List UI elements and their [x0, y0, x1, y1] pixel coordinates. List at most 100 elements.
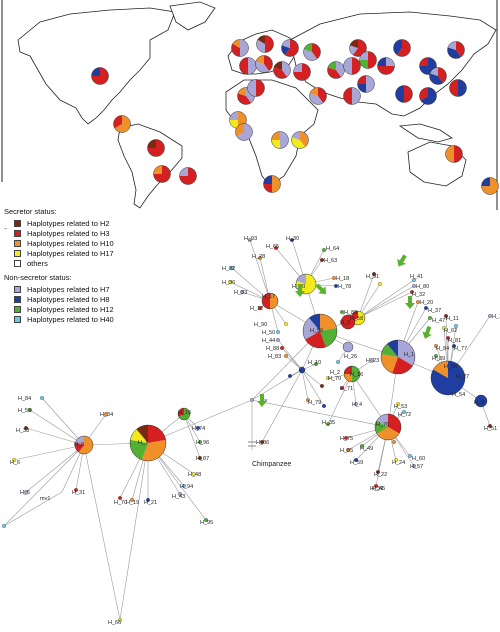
node-label: H_8 — [474, 400, 484, 406]
node-label: H_39 — [370, 486, 383, 492]
node-h_93 — [248, 238, 252, 242]
map-pie-8 — [255, 55, 273, 73]
legend-item-h3: Haplotypes related to H3 — [14, 228, 184, 238]
map-pie-9 — [273, 61, 291, 79]
node-h_36 — [228, 280, 232, 284]
node-h_52 — [326, 422, 330, 426]
node-h_11 — [442, 326, 446, 330]
node-h1 — [380, 339, 416, 375]
node-h2 — [374, 413, 402, 441]
node-h_27 — [340, 386, 344, 390]
node-label: H_65 — [266, 244, 279, 250]
node-label: H_57 — [410, 464, 423, 470]
node-label: H_33 — [234, 290, 247, 296]
node-label: H_28 — [252, 254, 265, 260]
map-pie-26 — [113, 115, 131, 133]
node-label: H_80 — [416, 284, 429, 290]
node-label: H_53 — [394, 404, 407, 410]
node-label: H_14 — [492, 314, 500, 320]
node-h_91 — [412, 278, 416, 282]
legend-item-h40: Haplotypes related to H40 — [14, 314, 184, 324]
node-label: H_27 — [456, 374, 469, 380]
node-label: H_86 — [256, 440, 269, 446]
node-h_4 — [402, 410, 406, 414]
node-label: H_31 — [72, 490, 85, 496]
node-label: H_49 — [360, 446, 373, 452]
node-h_22 — [360, 444, 364, 448]
node-h_95 — [204, 518, 208, 522]
node-h_86 — [276, 338, 280, 342]
node-h_57 — [408, 454, 412, 458]
node-h_88 — [372, 272, 376, 276]
node-label: H_4 — [352, 402, 362, 408]
legend-item-h7: Haplotypes related to H7 — [14, 284, 184, 294]
node-label: H_6 — [10, 460, 20, 466]
node-label: H_87 — [196, 456, 209, 462]
node-h_70 — [370, 358, 374, 362]
node-h_71 — [326, 376, 330, 380]
node-label: H_88 — [266, 346, 279, 352]
node-label: H_90 — [254, 322, 267, 328]
node-label: H_12 — [250, 306, 263, 312]
map-pie-14 — [377, 57, 395, 75]
node-h_84 — [40, 396, 44, 400]
node-label: mv1 — [40, 496, 50, 502]
node-h_2x — [392, 440, 396, 444]
node-label: H_10 — [308, 360, 321, 366]
legend-item-h2: Haplotypes related to H2 — [14, 218, 184, 228]
node-h7 — [129, 424, 167, 462]
node-label: H_93 — [244, 236, 257, 242]
node-label: H_70 — [328, 376, 341, 382]
node-label: H_37 — [428, 308, 441, 314]
node-label: H_22 — [374, 472, 387, 478]
map-pie-3 — [303, 43, 321, 61]
map-pie-6 — [447, 41, 465, 59]
node-h_81 — [446, 336, 450, 340]
green-arrow-icon — [397, 254, 407, 267]
node-h_86 — [260, 440, 264, 444]
north-america-outline — [17, 7, 176, 125]
node-h_41 — [412, 284, 416, 288]
node-label: H_43 — [172, 494, 185, 500]
node-h_56 — [284, 354, 288, 358]
node-h_5 — [24, 490, 28, 494]
node-label: H_74 — [192, 426, 205, 432]
node-label: H_72 — [398, 412, 411, 418]
green-arrow-icon — [295, 284, 305, 297]
node-h_33 — [240, 290, 244, 294]
node-label: H_62 — [444, 328, 457, 334]
node-label: H_9 — [74, 442, 84, 448]
node-h_60 — [322, 404, 326, 408]
map-pie-34 — [263, 175, 281, 193]
node-h_28 — [258, 256, 262, 260]
node-h_74 — [196, 426, 200, 430]
map-pie-16 — [429, 67, 447, 85]
node-label: H_82 — [222, 266, 235, 272]
node-h_64 — [322, 248, 326, 252]
node-label: H_34 — [100, 412, 113, 418]
node-label: H_7 — [138, 440, 148, 446]
node-label: H_66 — [108, 620, 121, 626]
node-h_88 — [378, 282, 382, 286]
node-h_62 — [454, 324, 458, 328]
node-label: H_78 — [338, 284, 351, 290]
map-pie-33 — [179, 167, 197, 185]
node-h12 — [261, 292, 279, 310]
map-pie-10 — [293, 63, 311, 81]
node-label: H_24 — [392, 460, 405, 466]
node-h_24 — [376, 470, 380, 474]
map-pie-17 — [449, 79, 467, 97]
legend-item-h10: Haplotypes related to H10 — [14, 238, 184, 248]
node-label: H_55 — [18, 408, 31, 414]
node-label: H_5 — [20, 490, 30, 496]
node-label: H_76 — [376, 422, 389, 428]
node-h_66 — [118, 618, 122, 622]
node-label: H_79 — [308, 400, 321, 406]
node-h_63 — [320, 258, 324, 262]
secretor-title: Secretor status: — [4, 207, 57, 216]
map-pie-7 — [239, 57, 257, 75]
node-label: H_91 — [366, 274, 379, 280]
map-pie-36 — [481, 177, 499, 195]
chimpanzee-label: Chimpanzee — [252, 461, 291, 468]
node-label: H_84 — [436, 346, 449, 352]
